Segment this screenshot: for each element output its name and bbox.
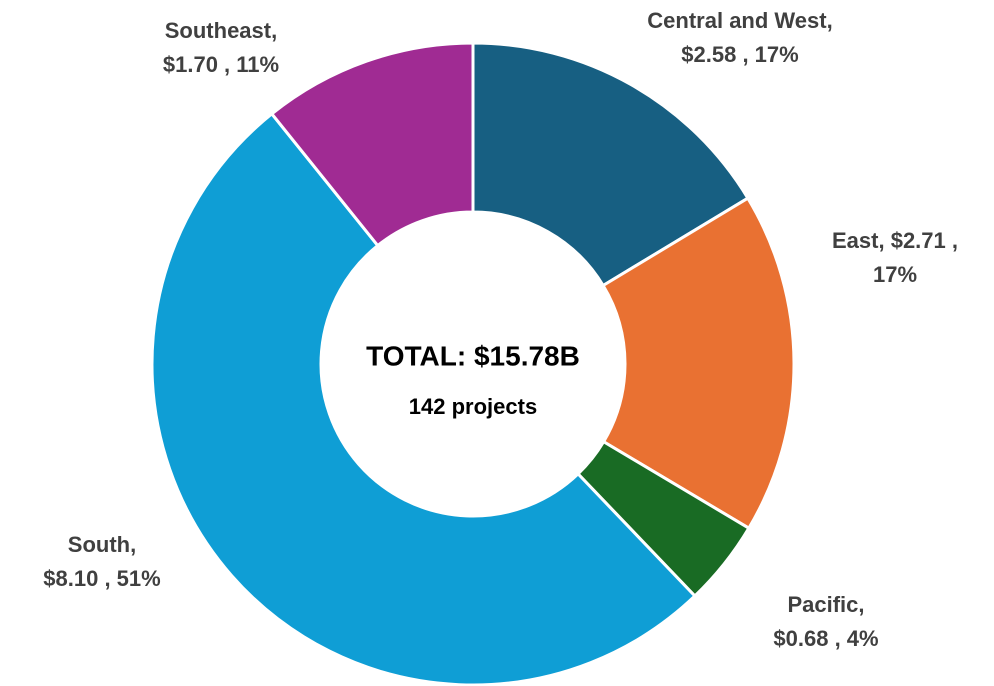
label-name: East xyxy=(832,228,879,253)
label-name: Southeast xyxy=(165,18,272,43)
separator: , xyxy=(858,592,864,617)
value-label: $2.71 xyxy=(891,228,946,253)
separator: , xyxy=(218,52,236,77)
slice xyxy=(269,41,475,248)
value-label: $1.70 xyxy=(163,52,218,77)
data-label: East, $2.71 , 17% xyxy=(832,228,958,287)
separator: , xyxy=(736,42,754,67)
separator: , xyxy=(827,8,833,33)
label-name: South xyxy=(68,532,130,557)
percent-label: 11% xyxy=(236,52,279,77)
separator: , xyxy=(946,228,958,253)
center-subtitle: 142 projects xyxy=(409,394,537,419)
percent-label: 17% xyxy=(755,42,799,67)
slice xyxy=(471,41,750,288)
data-label: Central and West, $2.58 , 17% xyxy=(647,8,832,67)
data-label: South, $8.10 , 51% xyxy=(43,532,160,591)
data-label: Pacific, $0.68 , 4% xyxy=(773,592,878,651)
label-name: Central and West xyxy=(647,8,827,33)
separator: , xyxy=(98,566,116,591)
percent-label: 17% xyxy=(873,262,917,287)
separator: , xyxy=(828,626,846,651)
slice xyxy=(601,196,796,531)
slice xyxy=(150,111,697,686)
value-label: $2.58 xyxy=(681,42,736,67)
percent-label: 51% xyxy=(117,566,161,591)
separator: , xyxy=(271,18,277,43)
separator: , xyxy=(878,228,890,253)
center-title: TOTAL: $15.78B xyxy=(366,340,580,371)
data-label: Southeast, $1.70 , 11% xyxy=(163,18,279,77)
label-name: Pacific xyxy=(787,592,858,617)
value-label: $0.68 xyxy=(773,626,828,651)
value-label: $8.10 xyxy=(43,566,98,591)
separator: , xyxy=(130,532,136,557)
percent-label: 4% xyxy=(847,626,879,651)
